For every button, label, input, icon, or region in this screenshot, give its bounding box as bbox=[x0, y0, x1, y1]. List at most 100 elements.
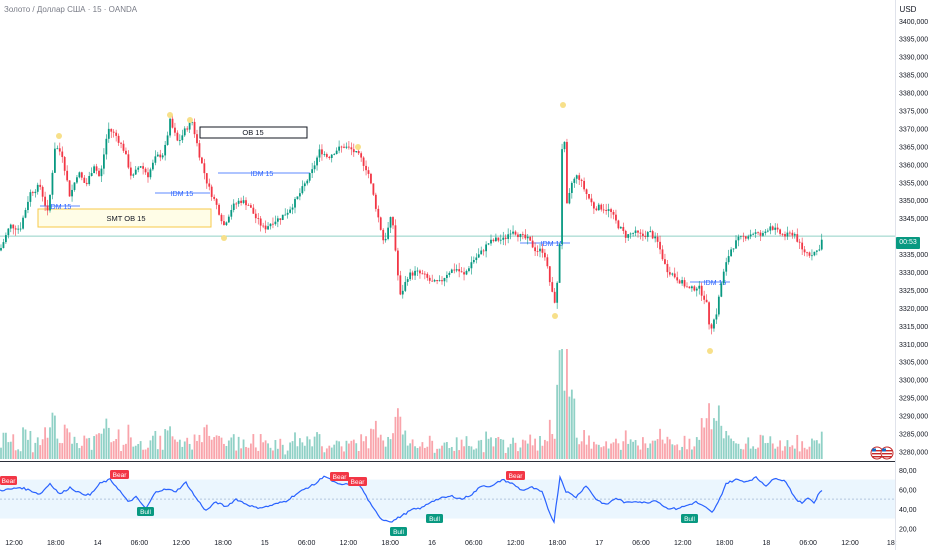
candle-body bbox=[673, 273, 676, 278]
candle-body bbox=[51, 172, 54, 195]
volume-bar bbox=[58, 442, 61, 459]
candle-body bbox=[27, 201, 29, 211]
volume-bar bbox=[460, 439, 463, 459]
volume-bar bbox=[39, 445, 42, 459]
candle-body bbox=[803, 249, 806, 253]
volume-bar bbox=[475, 448, 478, 459]
candle-body bbox=[419, 270, 421, 274]
volume-bar bbox=[144, 449, 147, 459]
volume-bar bbox=[46, 437, 49, 459]
bear-label[interactable]: Bear bbox=[0, 476, 17, 485]
volume-bar bbox=[299, 438, 301, 459]
pane-divider[interactable] bbox=[0, 461, 895, 462]
smt-ob-box[interactable] bbox=[37, 208, 212, 228]
volume-bar bbox=[764, 443, 767, 459]
volume-bar bbox=[357, 450, 360, 459]
volume-bar bbox=[352, 439, 355, 459]
volume-bar bbox=[448, 448, 451, 459]
us-flag-icon[interactable] bbox=[880, 446, 894, 460]
volume-bar bbox=[397, 408, 399, 459]
candle-body bbox=[749, 234, 752, 237]
rsi-axis[interactable]: 80,00 60,00 40,00 20,00 bbox=[899, 468, 917, 533]
bull-label[interactable]: Bull bbox=[390, 527, 407, 536]
volume-bar bbox=[166, 430, 169, 459]
candle-body bbox=[291, 207, 294, 210]
candle-body bbox=[254, 213, 257, 219]
bear-label[interactable]: Bear bbox=[506, 471, 525, 480]
time-axis[interactable]: 12:00 18:00 14 06:00 12:00 18:00 15 06:00 12:00 1… bbox=[5, 540, 896, 547]
volume-bar bbox=[541, 445, 544, 459]
candle-body bbox=[482, 250, 485, 252]
candle-body bbox=[174, 127, 176, 133]
candle-body bbox=[240, 200, 242, 203]
volume-bar bbox=[372, 429, 375, 459]
candle-body bbox=[472, 260, 475, 263]
bull-label[interactable]: Bull bbox=[426, 514, 443, 523]
volume-bar bbox=[749, 448, 752, 459]
candle-body bbox=[387, 227, 389, 239]
candle-body bbox=[0, 247, 2, 251]
volume-bar bbox=[122, 444, 125, 459]
price-tick-label: 3385,000 bbox=[899, 73, 928, 80]
currency-label[interactable]: USD bbox=[897, 3, 919, 17]
volume-bar bbox=[801, 441, 804, 459]
volume-bar bbox=[676, 444, 679, 459]
price-axis[interactable]: 3400,000 3395,000 3390,000 3385,000 3380,000… bbox=[899, 19, 928, 457]
candle-body bbox=[544, 252, 546, 258]
candle-body bbox=[798, 241, 801, 243]
volume-bar bbox=[477, 440, 480, 459]
volume-bar bbox=[519, 447, 522, 459]
candle-body bbox=[83, 177, 86, 183]
candle-body bbox=[208, 183, 211, 187]
volume-bar bbox=[492, 446, 495, 459]
candle-body bbox=[681, 280, 683, 284]
candle-body bbox=[274, 221, 277, 225]
bull-label[interactable]: Bull bbox=[681, 514, 698, 523]
volume-bar bbox=[453, 450, 456, 459]
volume-bar bbox=[742, 449, 745, 459]
volume-bar bbox=[536, 450, 539, 459]
ob-box[interactable] bbox=[199, 126, 308, 139]
candle-body bbox=[764, 231, 767, 234]
bear-label[interactable]: Bear bbox=[330, 472, 349, 481]
idm-label-3: IDM 15 bbox=[251, 171, 274, 178]
volume-bar bbox=[531, 445, 534, 459]
volume-bar bbox=[580, 441, 583, 459]
volume-bar bbox=[134, 445, 137, 459]
volume-bar bbox=[19, 451, 22, 459]
volume-bar bbox=[708, 403, 710, 459]
candle-body bbox=[771, 226, 774, 230]
volume-bar bbox=[524, 440, 527, 459]
bull-label[interactable]: Bull bbox=[137, 507, 154, 516]
candle-body bbox=[806, 252, 808, 254]
volume-bar bbox=[472, 449, 475, 459]
us-flag-icon[interactable] bbox=[870, 446, 884, 460]
candle-body bbox=[365, 165, 367, 171]
candle-body bbox=[103, 154, 105, 169]
volume-bar bbox=[656, 439, 659, 459]
volume-bar bbox=[365, 436, 367, 459]
volume-bar bbox=[51, 412, 54, 459]
volume-bar bbox=[139, 441, 142, 459]
volume-bar bbox=[95, 434, 98, 459]
candle-body bbox=[487, 243, 490, 245]
volume-bar bbox=[367, 448, 370, 459]
candle-body bbox=[492, 239, 495, 242]
volume-bar bbox=[411, 439, 414, 459]
candle-body bbox=[311, 169, 314, 174]
candle-body bbox=[779, 229, 781, 234]
candle-body bbox=[436, 280, 438, 282]
volume-bar bbox=[394, 416, 397, 459]
candle-body bbox=[531, 240, 534, 248]
volume-bar bbox=[9, 441, 12, 459]
candle-body bbox=[629, 233, 632, 235]
bear-label[interactable]: Bear bbox=[348, 477, 367, 486]
candle-body bbox=[759, 232, 762, 236]
candle-body bbox=[117, 135, 120, 143]
bear-label[interactable]: Bear bbox=[110, 470, 129, 479]
volume-bar bbox=[355, 443, 358, 459]
candle-body bbox=[754, 232, 757, 234]
pivot-marker bbox=[167, 112, 173, 118]
